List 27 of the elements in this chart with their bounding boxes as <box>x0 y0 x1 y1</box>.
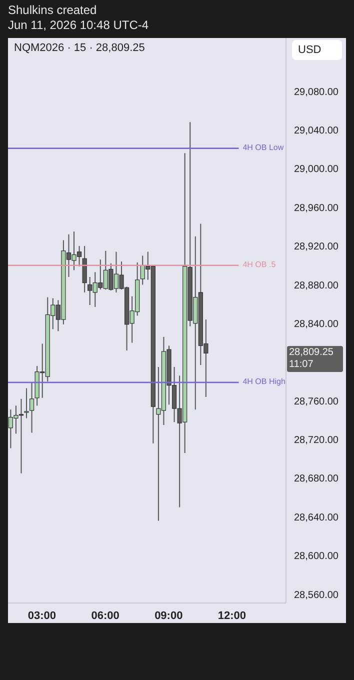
ref-line-label: 4H OB Low <box>242 142 284 154</box>
y-tick-label: 28,760.00 <box>294 396 339 408</box>
y-tick-label: 28,560.00 <box>294 590 339 601</box>
y-tick-label: 29,040.00 <box>294 125 339 136</box>
y-tick-label: 28,640.00 <box>294 512 339 524</box>
annotation: NQM2026 · 15 · 28,809.25 <box>14 42 145 54</box>
x-tick-label: 06:00 <box>91 610 120 622</box>
candlestick <box>29 382 34 434</box>
chart-subtitle: Jun 11, 2026 10:48 UTC-4 <box>8 18 149 32</box>
x-tick-label: 09:00 <box>154 610 183 622</box>
ref-line-label: 4H OB High <box>242 376 286 388</box>
y-tick-label: 29,000.00 <box>294 164 339 176</box>
text: USD <box>292 40 342 60</box>
y-tick-label: 28,680.00 <box>294 474 339 485</box>
ref-line-label: 4H OB .5 <box>242 259 276 272</box>
candlestick <box>24 388 29 419</box>
y-tick-label: 28,720.00 <box>294 435 339 446</box>
y-tick-label: 28,960.00 <box>294 202 339 214</box>
chart-title: Shulkins created <box>8 3 97 17</box>
text: 28,809.25 11:07 <box>287 346 343 372</box>
y-tick-label: 28,600.00 <box>294 551 339 562</box>
x-tick-label: 03:00 <box>28 610 56 622</box>
y-tick-label: 29,080.00 <box>294 86 339 98</box>
y-tick-label: 28,920.00 <box>294 242 339 253</box>
x-tick-label: 12:00 <box>218 610 246 622</box>
y-tick-label: 28,880.00 <box>294 280 339 292</box>
y-tick-label: 28,840.00 <box>294 318 339 330</box>
